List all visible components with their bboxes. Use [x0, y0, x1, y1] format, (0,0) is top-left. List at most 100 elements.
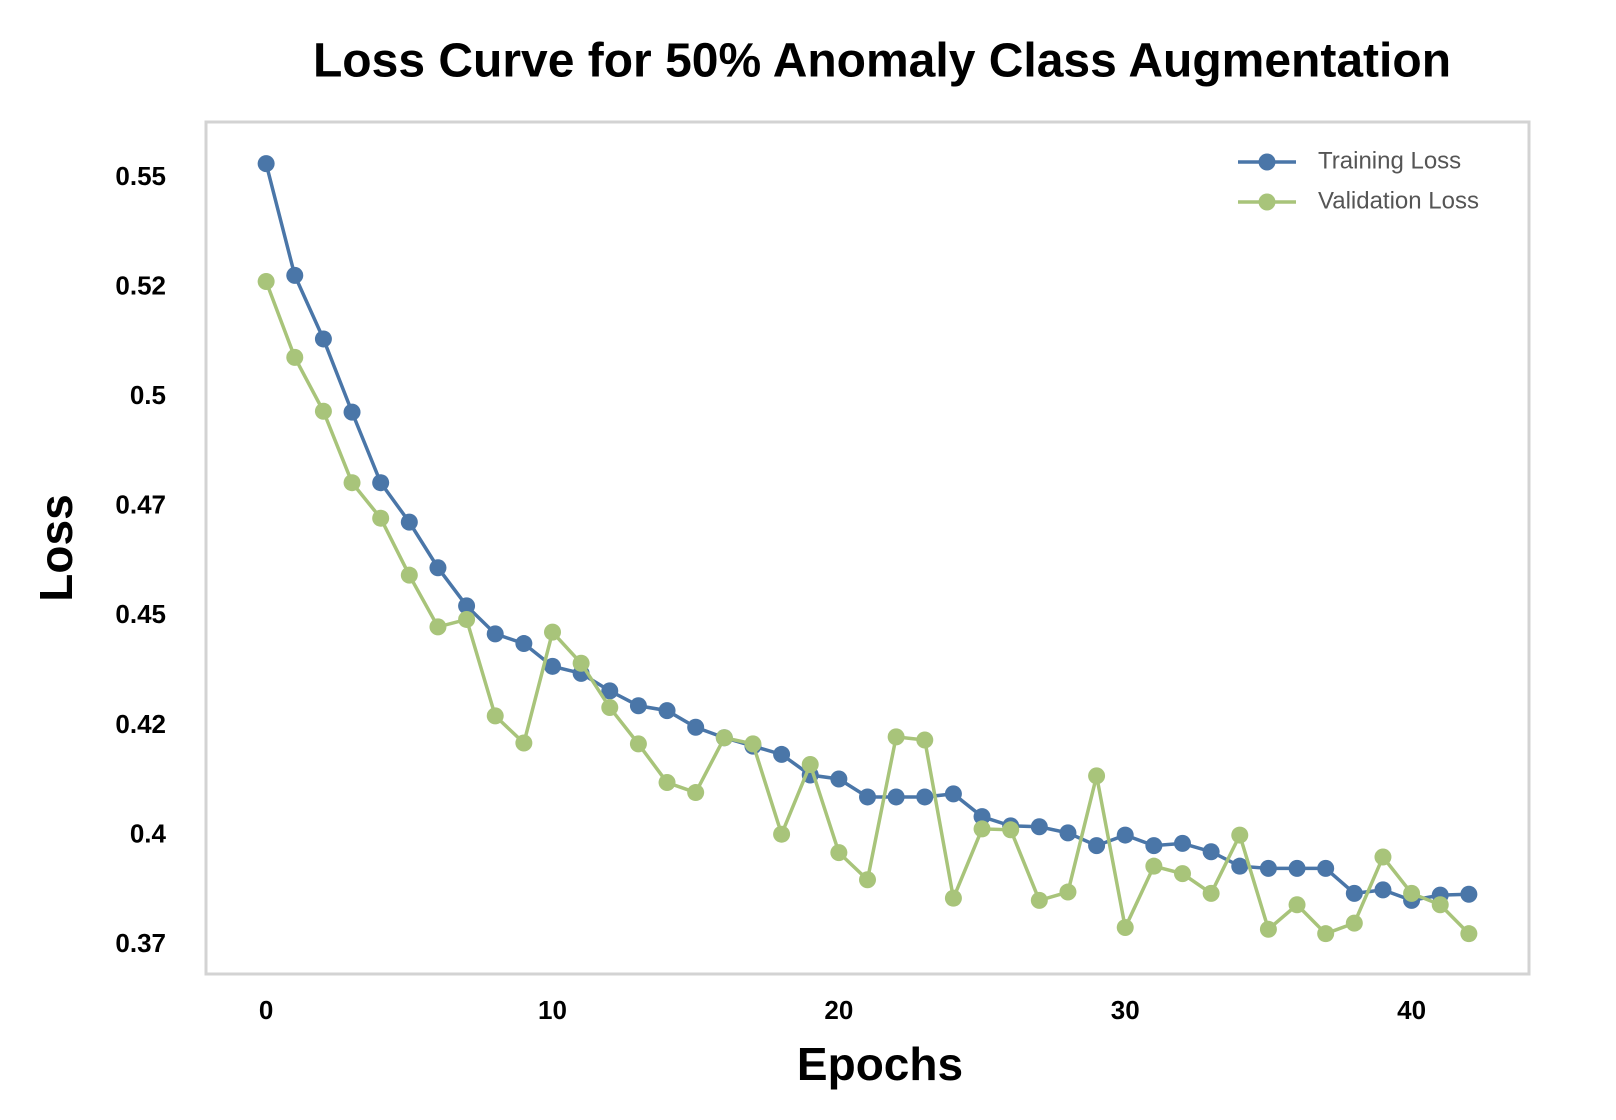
- y-tick-label: 0.4: [130, 818, 167, 848]
- point: [572, 654, 590, 672]
- point: [773, 745, 791, 763]
- point: [658, 702, 676, 720]
- y-tick-label: 0.52: [115, 271, 166, 301]
- point: [973, 808, 991, 826]
- point: [1202, 843, 1220, 861]
- point: [1116, 919, 1134, 937]
- point: [343, 474, 361, 492]
- point: [515, 734, 533, 752]
- point: [343, 403, 361, 421]
- point: [1202, 884, 1220, 902]
- point: [429, 618, 447, 636]
- point: [1460, 925, 1478, 943]
- point: [400, 513, 418, 531]
- point: [1088, 837, 1106, 855]
- point: [458, 597, 476, 615]
- point: [1088, 767, 1106, 785]
- point: [973, 820, 991, 838]
- point: [1374, 881, 1392, 899]
- point: [1059, 883, 1077, 901]
- point: [1374, 848, 1392, 866]
- point: [257, 273, 275, 291]
- point: [1174, 865, 1191, 883]
- point: [372, 509, 390, 527]
- point: [1460, 885, 1478, 903]
- point: [1030, 818, 1048, 836]
- point: [801, 756, 819, 774]
- point: [486, 707, 504, 725]
- x-tick-label: 20: [824, 995, 853, 1025]
- legend-label: Training Loss: [1318, 147, 1461, 174]
- point: [916, 788, 934, 806]
- point: [658, 773, 676, 791]
- point: [1288, 896, 1306, 914]
- point: [744, 735, 762, 753]
- legend-marker: [1258, 193, 1276, 211]
- point: [286, 266, 304, 284]
- chart-title: Loss Curve for 50% Anomaly Class Augment…: [313, 35, 1451, 88]
- point: [687, 784, 705, 802]
- point: [314, 402, 332, 420]
- x-tick-label: 10: [538, 995, 567, 1025]
- point: [1059, 824, 1077, 842]
- x-axis-label: Epochs: [797, 1038, 963, 1090]
- point: [887, 788, 905, 806]
- point: [486, 625, 504, 643]
- point: [1259, 920, 1277, 938]
- y-tick-label: 0.47: [115, 490, 166, 520]
- point: [1288, 859, 1306, 877]
- point: [1145, 837, 1163, 855]
- point: [257, 155, 275, 173]
- point: [1403, 884, 1421, 902]
- y-tick-label: 0.55: [115, 161, 166, 191]
- point: [944, 889, 962, 907]
- point: [544, 657, 561, 675]
- plot-frame: [204, 120, 1531, 976]
- legend-marker: [1258, 153, 1276, 171]
- point: [314, 330, 332, 348]
- point: [515, 635, 533, 653]
- point: [859, 788, 876, 806]
- y-tick-label: 0.42: [115, 709, 166, 739]
- x-tick-label: 40: [1397, 995, 1426, 1025]
- point: [1145, 857, 1163, 875]
- point: [372, 474, 390, 492]
- point: [1317, 925, 1335, 943]
- point: [916, 731, 934, 749]
- y-tick-label: 0.5: [130, 380, 166, 410]
- legend-label: Validation Loss: [1318, 187, 1479, 214]
- point: [629, 735, 647, 753]
- point: [1030, 891, 1048, 909]
- point: [429, 559, 447, 577]
- point: [944, 785, 962, 803]
- point: [286, 348, 304, 366]
- point: [1431, 896, 1449, 914]
- point: [830, 844, 848, 862]
- point: [1174, 834, 1191, 852]
- y-tick-label: 0.45: [115, 599, 166, 629]
- x-tick-label: 30: [1111, 995, 1140, 1025]
- point: [1116, 826, 1134, 844]
- point: [601, 699, 619, 717]
- point: [887, 728, 905, 746]
- point: [1002, 821, 1020, 839]
- point: [1231, 857, 1249, 875]
- point: [1345, 914, 1363, 932]
- y-tick-label: 0.37: [115, 928, 166, 958]
- point: [544, 623, 561, 641]
- y-axis-label: Loss: [30, 494, 82, 601]
- point: [773, 825, 791, 843]
- point: [830, 770, 848, 788]
- point: [458, 610, 476, 628]
- point: [1231, 826, 1249, 844]
- point: [400, 566, 418, 584]
- point: [1259, 859, 1277, 877]
- point: [629, 697, 647, 715]
- x-tick-label: 0: [259, 995, 273, 1025]
- point: [715, 729, 733, 747]
- point: [601, 682, 619, 700]
- point: [859, 871, 876, 889]
- point: [1317, 859, 1335, 877]
